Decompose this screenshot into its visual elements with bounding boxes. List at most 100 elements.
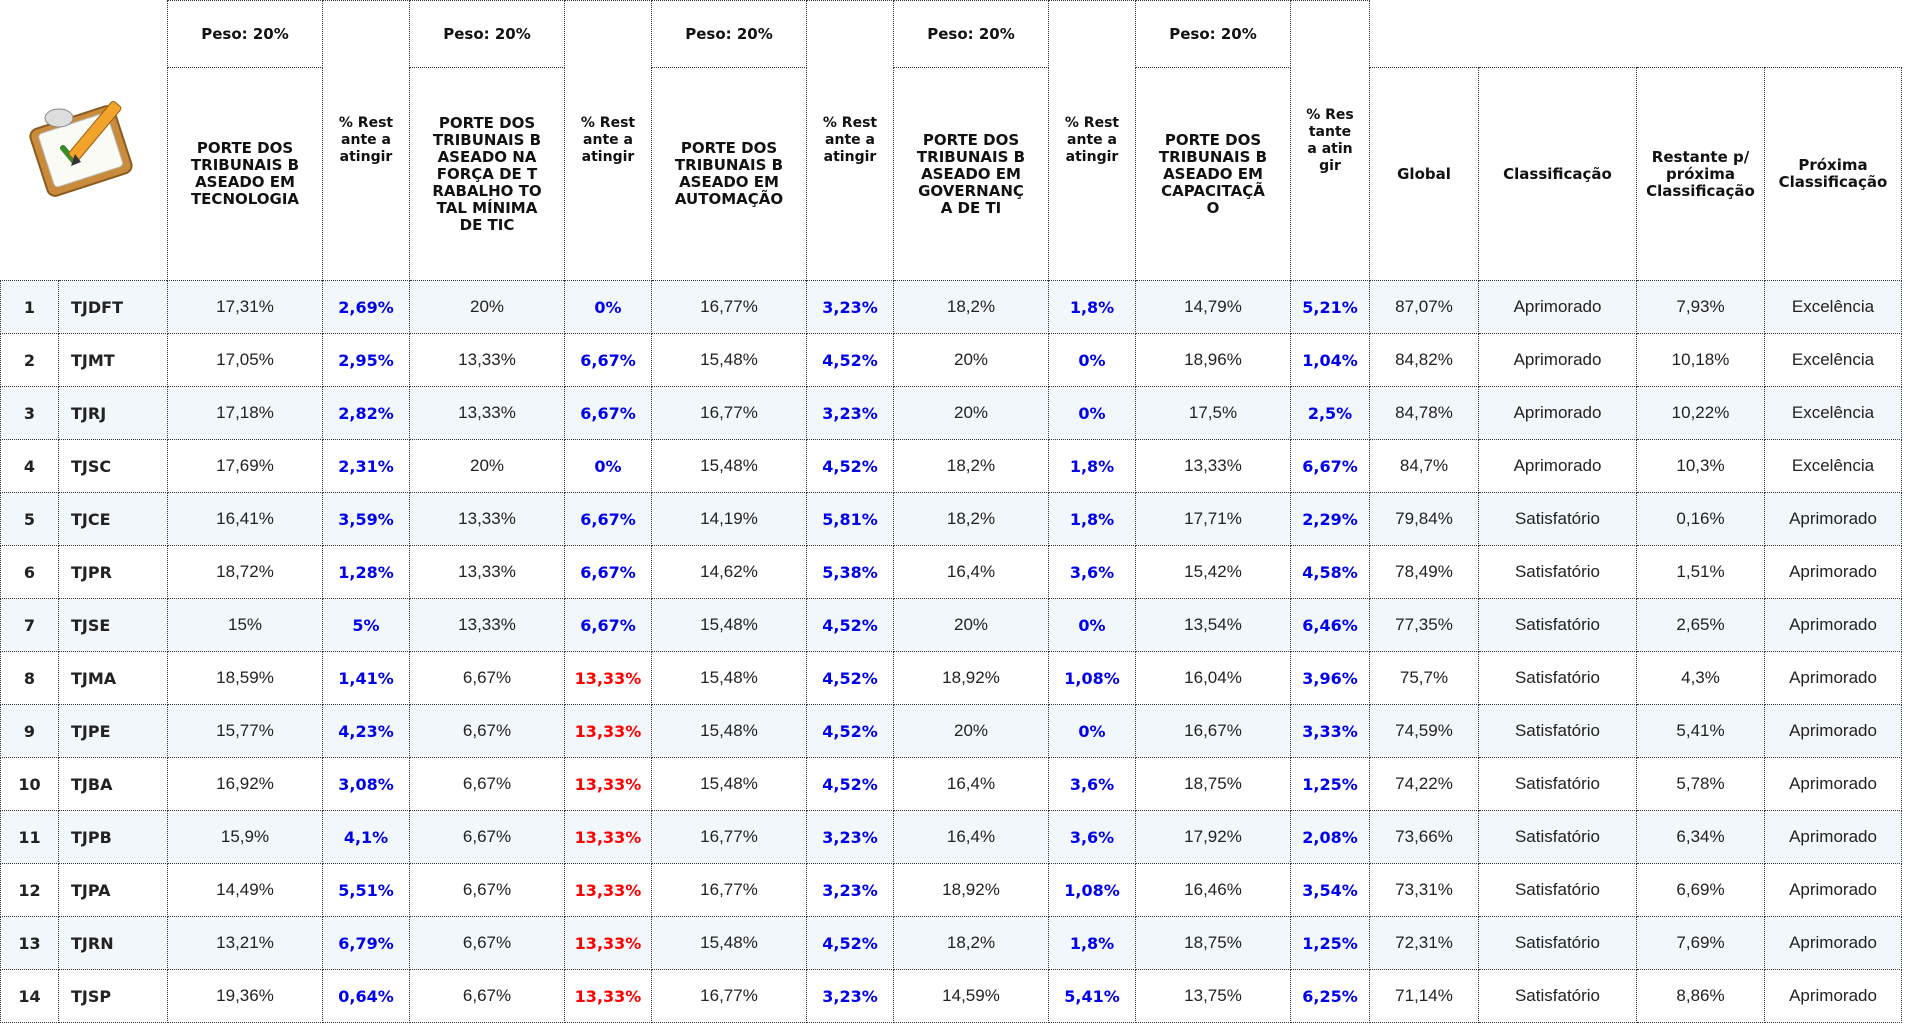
cell-value: Satisfatório <box>1479 917 1637 970</box>
cell-value: 13,33% <box>410 387 565 440</box>
cell-value: Satisfatório <box>1479 705 1637 758</box>
weight-header: Peso: 20% <box>1136 1 1291 68</box>
cell-value: 6,34% <box>1637 811 1765 864</box>
page: Peso: 20%% Restante a atingirPeso: 20%% … <box>0 0 1905 1032</box>
criterion-header: PORTE DOS TRIBUNAIS BASEADO EM AUTOMAÇÃO <box>652 68 807 281</box>
remaining-value: 1,25% <box>1291 758 1370 811</box>
cell-value: Satisfatório <box>1479 546 1637 599</box>
cell-value: 20% <box>410 440 565 493</box>
remaining-value: 3,96% <box>1291 652 1370 705</box>
remaining-value: 0% <box>1049 334 1136 387</box>
cell-value: 5,41% <box>1637 705 1765 758</box>
cell-value: 75,7% <box>1370 652 1479 705</box>
cell-value: Satisfatório <box>1479 970 1637 1023</box>
remaining-value: 13,33% <box>565 970 652 1023</box>
court-name: TJPA <box>59 864 168 917</box>
cell-value: Aprimorado <box>1479 334 1637 387</box>
cell-value: 18,2% <box>894 281 1049 334</box>
cell-value: 20% <box>894 599 1049 652</box>
remaining-value: 2,5% <box>1291 387 1370 440</box>
remaining-value: 2,31% <box>323 440 410 493</box>
court-name: TJRJ <box>59 387 168 440</box>
cell-value: 17,18% <box>168 387 323 440</box>
court-name: TJPR <box>59 546 168 599</box>
summary-header: Global <box>1370 68 1479 281</box>
cell-value: Satisfatório <box>1479 493 1637 546</box>
cell-value: 15,48% <box>652 705 807 758</box>
remaining-value: 2,95% <box>323 334 410 387</box>
cell-value: 78,49% <box>1370 546 1479 599</box>
summary-header: Classificação <box>1479 68 1637 281</box>
cell-value: Aprimorado <box>1765 546 1902 599</box>
remaining-value: 1,25% <box>1291 917 1370 970</box>
rank: 14 <box>1 970 59 1023</box>
cell-value: 15,48% <box>652 758 807 811</box>
remaining-value: 3,23% <box>807 387 894 440</box>
remaining-header: % Restante a atingir <box>565 1 652 281</box>
remaining-value: 1,8% <box>1049 281 1136 334</box>
summary-header: Próxima Classificação <box>1765 68 1902 281</box>
court-name: TJBA <box>59 758 168 811</box>
rank: 13 <box>1 917 59 970</box>
cell-value: 13,21% <box>168 917 323 970</box>
remaining-value: 4,58% <box>1291 546 1370 599</box>
cell-value: 15,9% <box>168 811 323 864</box>
remaining-value: 0% <box>1049 599 1136 652</box>
remaining-value: 4,52% <box>807 705 894 758</box>
weight-header: Peso: 20% <box>652 1 807 68</box>
remaining-value: 3,23% <box>807 864 894 917</box>
cell-value: Aprimorado <box>1479 281 1637 334</box>
criterion-header: PORTE DOS TRIBUNAIS BASEADO NA FORÇA DE … <box>410 68 565 281</box>
cell-value: 18,72% <box>168 546 323 599</box>
cell-value: 0,16% <box>1637 493 1765 546</box>
criterion-header: PORTE DOS TRIBUNAIS BASEADO EM CAPACITAÇ… <box>1136 68 1291 281</box>
remaining-value: 3,54% <box>1291 864 1370 917</box>
remaining-value: 4,52% <box>807 440 894 493</box>
remaining-value: 1,04% <box>1291 334 1370 387</box>
cell-value: 15,77% <box>168 705 323 758</box>
cell-value: 16,4% <box>894 811 1049 864</box>
cell-value: 19,36% <box>168 970 323 1023</box>
cell-value: Aprimorado <box>1765 652 1902 705</box>
remaining-value: 2,29% <box>1291 493 1370 546</box>
cell-value: 18,59% <box>168 652 323 705</box>
remaining-value: 13,33% <box>565 864 652 917</box>
remaining-value: 13,33% <box>565 811 652 864</box>
cell-value: 18,75% <box>1136 758 1291 811</box>
icon-cell <box>1 1 168 281</box>
cell-value: 13,33% <box>410 493 565 546</box>
remaining-header: % Restante a atingir <box>1049 1 1136 281</box>
cell-value: 17,71% <box>1136 493 1291 546</box>
cell-value: 17,92% <box>1136 811 1291 864</box>
remaining-value: 3,6% <box>1049 811 1136 864</box>
remaining-value: 4,52% <box>807 334 894 387</box>
criterion-header: PORTE DOS TRIBUNAIS BASEADO EM TECNOLOGI… <box>168 68 323 281</box>
remaining-value: 4,52% <box>807 652 894 705</box>
remaining-value: 1,8% <box>1049 493 1136 546</box>
cell-value: 16,77% <box>652 970 807 1023</box>
cell-value: 10,3% <box>1637 440 1765 493</box>
remaining-value: 5,21% <box>1291 281 1370 334</box>
cell-value: 13,33% <box>410 599 565 652</box>
remaining-value: 6,67% <box>1291 440 1370 493</box>
cell-value: 16,04% <box>1136 652 1291 705</box>
remaining-value: 3,23% <box>807 970 894 1023</box>
cell-value: 16,77% <box>652 864 807 917</box>
cell-value: 8,86% <box>1637 970 1765 1023</box>
rank: 12 <box>1 864 59 917</box>
cell-value: 14,59% <box>894 970 1049 1023</box>
remaining-value: 2,08% <box>1291 811 1370 864</box>
cell-value: 14,62% <box>652 546 807 599</box>
clipboard-icon <box>19 78 149 198</box>
cell-value: Satisfatório <box>1479 864 1637 917</box>
cell-value: 7,69% <box>1637 917 1765 970</box>
remaining-value: 6,67% <box>565 599 652 652</box>
cell-value: 16,41% <box>168 493 323 546</box>
cell-value: Aprimorado <box>1479 387 1637 440</box>
